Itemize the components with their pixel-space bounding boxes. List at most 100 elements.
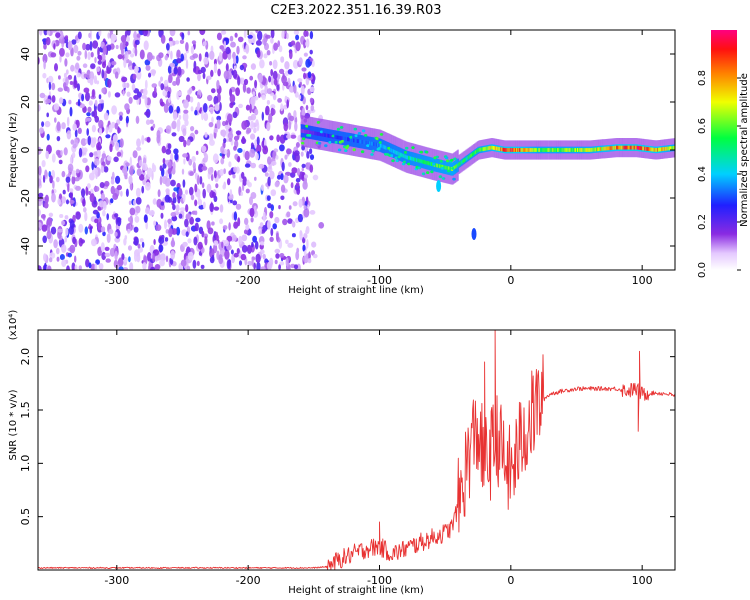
noise-cell xyxy=(247,34,253,39)
noise-cell xyxy=(194,109,198,116)
ridge-core xyxy=(500,147,503,152)
ridge-speckle xyxy=(371,149,376,153)
noise-cell xyxy=(77,50,82,56)
noise-cell xyxy=(280,184,286,193)
noise-cell xyxy=(309,97,314,104)
noise-cell xyxy=(114,71,119,79)
noise-cell xyxy=(300,85,305,95)
ridge-core xyxy=(505,148,508,152)
noise-cell xyxy=(309,86,315,93)
noise-cell xyxy=(176,122,181,132)
noise-cell xyxy=(245,224,250,231)
ridge-core xyxy=(603,146,606,151)
noise-cell xyxy=(157,189,161,198)
colorbar-ticks: 0.0 0.2 0.4 0.6 0.8 xyxy=(697,70,741,278)
spectrogram-y-ticks: -40 -20 0 20 40 xyxy=(19,47,675,255)
ridge-core xyxy=(494,146,496,150)
noise-cell xyxy=(266,121,271,132)
noise-cell xyxy=(162,90,167,97)
noise-cell xyxy=(194,129,199,135)
ridge-core xyxy=(364,140,367,145)
ridge-core xyxy=(383,145,386,149)
noise-cell xyxy=(216,115,222,121)
ridge-core xyxy=(564,148,567,152)
noise-cell xyxy=(204,153,209,162)
noise-cell xyxy=(288,120,292,130)
noise-cell xyxy=(198,53,202,62)
ridge-speckle xyxy=(430,170,434,174)
noise-cell xyxy=(210,174,214,181)
noise-cell xyxy=(143,214,148,223)
noise-cell xyxy=(194,210,198,216)
noise-cell xyxy=(235,55,239,64)
ridge-core xyxy=(624,145,627,150)
noise-cell xyxy=(132,65,135,70)
noise-cell xyxy=(145,220,148,230)
noise-cell xyxy=(74,35,79,41)
ridge-speckle xyxy=(337,148,342,152)
noise-cell xyxy=(203,103,208,113)
noise-cell xyxy=(56,256,60,262)
noise-cell xyxy=(144,79,148,90)
noise-cell xyxy=(310,104,315,112)
ridge-core xyxy=(670,146,673,150)
noise-cell xyxy=(98,55,103,62)
noise-cell xyxy=(42,235,47,244)
noise-cell xyxy=(190,45,194,55)
noise-cell xyxy=(49,175,53,184)
noise-cell xyxy=(61,259,67,268)
noise-cell xyxy=(213,63,217,74)
noise-cell xyxy=(281,30,285,39)
noise-cell xyxy=(289,115,295,122)
noise-cell xyxy=(69,191,74,199)
noise-cell xyxy=(121,253,125,261)
noise-cell xyxy=(295,142,300,148)
ridge-core xyxy=(335,135,338,139)
noise-cell xyxy=(232,69,238,79)
noise-cell xyxy=(220,30,227,35)
noise-cell xyxy=(114,250,118,261)
noise-cell xyxy=(91,161,94,171)
noise-cell xyxy=(192,161,196,170)
ridge-core xyxy=(657,147,660,152)
ridge-speckle xyxy=(346,144,350,148)
ridge-core xyxy=(602,146,604,151)
noise-cell xyxy=(102,45,107,55)
noise-cell xyxy=(49,257,53,263)
noise-cell xyxy=(130,53,135,58)
ridge-core xyxy=(379,143,382,148)
noise-cell xyxy=(93,151,98,157)
noise-cell xyxy=(220,146,225,154)
noise-cell xyxy=(262,145,269,155)
noise-cell xyxy=(86,117,92,122)
noise-cell xyxy=(120,149,124,158)
noise-cell xyxy=(142,88,148,97)
noise-cell xyxy=(197,193,201,202)
ridge-core xyxy=(548,148,551,152)
noise-cell xyxy=(295,41,301,52)
noise-cell xyxy=(270,69,274,77)
ridge-core xyxy=(401,153,404,158)
noise-cell xyxy=(285,239,289,244)
noise-cell xyxy=(258,163,265,169)
ridge-core xyxy=(610,146,613,150)
noise-cell xyxy=(267,156,272,165)
noise-cell xyxy=(279,144,285,152)
noise-cell xyxy=(166,90,171,99)
noise-cell xyxy=(246,244,252,254)
noise-cell xyxy=(38,165,42,176)
noise-cell xyxy=(244,217,249,225)
noise-cell xyxy=(190,106,194,112)
noise-cell xyxy=(69,81,74,85)
noise-cell xyxy=(309,154,315,161)
ridge-core xyxy=(420,159,423,164)
noise-cell xyxy=(124,175,128,180)
ridge-core xyxy=(413,157,415,162)
noise-cell xyxy=(280,173,284,181)
ridge-core xyxy=(552,148,555,152)
ridge-core xyxy=(376,142,379,147)
noise-cell xyxy=(67,40,73,51)
ridge-core xyxy=(576,148,578,152)
noise-cell xyxy=(256,49,261,58)
ridge-speckle xyxy=(441,177,446,180)
